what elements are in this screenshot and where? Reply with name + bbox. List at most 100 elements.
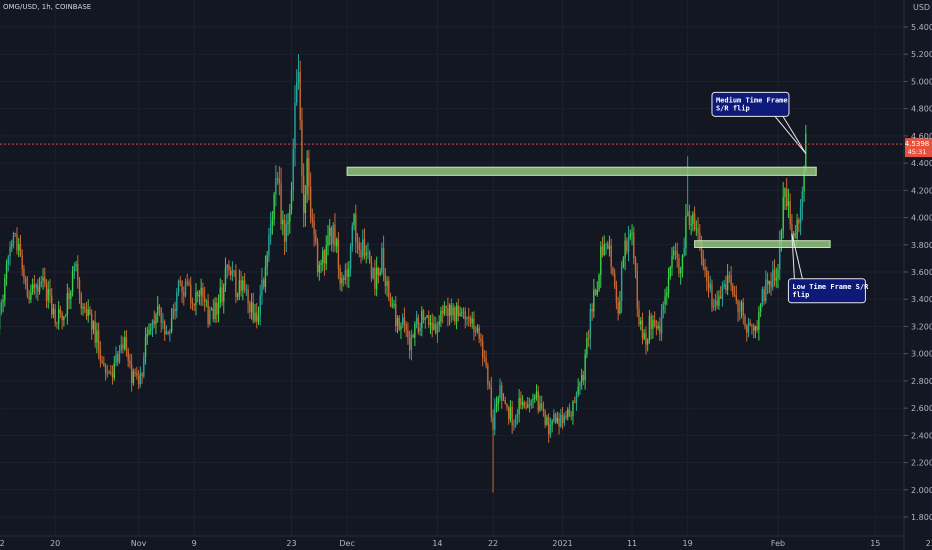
candle-body (494, 407, 496, 430)
candle-body (82, 306, 84, 309)
candle-body (259, 295, 261, 316)
candle-body (266, 255, 268, 268)
candle-body (285, 224, 287, 242)
candle-body (176, 292, 178, 312)
candle-body (2, 299, 4, 303)
candle-body (766, 279, 769, 285)
candle-body (716, 300, 718, 306)
x-tick-label: 19 (683, 539, 693, 548)
candle-body (593, 289, 595, 312)
candle-body (560, 414, 562, 427)
candle-body (282, 220, 284, 225)
candle-body (97, 330, 100, 350)
candle-body (659, 325, 661, 334)
candle-body (728, 275, 731, 277)
candle-body (551, 421, 553, 425)
candle-body (139, 373, 142, 385)
candle-body (714, 300, 717, 306)
candle-body (120, 344, 122, 351)
candle-body (633, 232, 635, 259)
candle-body (782, 197, 784, 231)
candle-body (108, 371, 110, 374)
candle-body (431, 322, 433, 330)
candle-body (184, 281, 187, 296)
candle-body (759, 304, 762, 312)
y-tick-label: 4.0000 (911, 214, 932, 223)
candle-body (52, 308, 55, 315)
candle-body (44, 277, 46, 284)
candle-body (346, 269, 348, 278)
candle-body (374, 268, 376, 289)
candle-body (455, 305, 458, 322)
candle-body (779, 240, 781, 270)
candle-body (276, 178, 279, 179)
candle-body (523, 402, 526, 408)
candle-body (662, 304, 665, 310)
candle-body (525, 407, 527, 408)
candle-body (579, 382, 581, 387)
candle-body (617, 302, 619, 314)
candle-body (671, 255, 673, 268)
candle-body (24, 278, 27, 284)
candle-body (344, 269, 347, 280)
callout-pointer (791, 233, 795, 279)
sr-zone-medium-timeframe[interactable] (346, 166, 817, 176)
candle-body (485, 358, 487, 366)
x-tick-label: 23 (926, 539, 932, 548)
candle-body (785, 188, 788, 207)
candle-body (563, 415, 565, 424)
candle-body (23, 268, 25, 279)
candle-body (610, 245, 612, 268)
candle-body (40, 281, 42, 287)
candle-body (101, 360, 103, 364)
candle-body (268, 235, 270, 256)
candle-body (313, 220, 315, 235)
candle-body (339, 268, 341, 284)
candle-body (688, 211, 691, 226)
candle-body (51, 295, 53, 315)
candle-body (422, 310, 425, 320)
symbol-title: OMG/USD, 1h, COINBASE (3, 3, 91, 11)
candle-body (229, 270, 232, 275)
price-axis[interactable]: 5.4000 5.2000 5.0000 4.8000 4.6000 4.4000 4.20… (904, 23, 932, 522)
candle-body (478, 327, 480, 339)
candle-body (160, 308, 162, 323)
candle-body (256, 312, 258, 322)
candle-body (186, 281, 188, 283)
candle-body (464, 311, 466, 320)
candle-body (648, 315, 651, 340)
candle-body (212, 308, 215, 320)
candle-body (110, 371, 112, 374)
candle-body (292, 148, 294, 191)
candle-body (71, 270, 74, 292)
x-tick-label: Dec (339, 539, 354, 548)
candle-body (118, 350, 121, 363)
sr-zones[interactable] (346, 166, 831, 248)
candle-body (63, 316, 65, 321)
candle-body (143, 357, 145, 377)
candle-body (412, 334, 414, 338)
candle-body (181, 281, 183, 293)
candle-body (56, 322, 58, 324)
low-callout-box[interactable] (787, 278, 866, 304)
candle-body (547, 417, 550, 435)
candle-body (535, 391, 538, 397)
candle-body (706, 270, 708, 282)
candle-body (650, 315, 652, 329)
candle-body (233, 270, 235, 272)
candle-body (252, 302, 254, 321)
medium-callout-box[interactable] (711, 91, 790, 117)
candle-body (214, 302, 216, 320)
candle-body (353, 214, 355, 226)
candle-body (235, 270, 237, 297)
time-axis[interactable]: 12 20 Nov 9 23 Dec 14 22 2021 11 19 Feb 15 23 (0, 535, 932, 548)
candle-body (351, 225, 354, 247)
candle-body (306, 158, 308, 195)
candle-body (718, 296, 720, 306)
candle-body (664, 296, 666, 305)
sr-zone-low-timeframe[interactable] (694, 240, 831, 248)
candle-body (315, 234, 317, 242)
